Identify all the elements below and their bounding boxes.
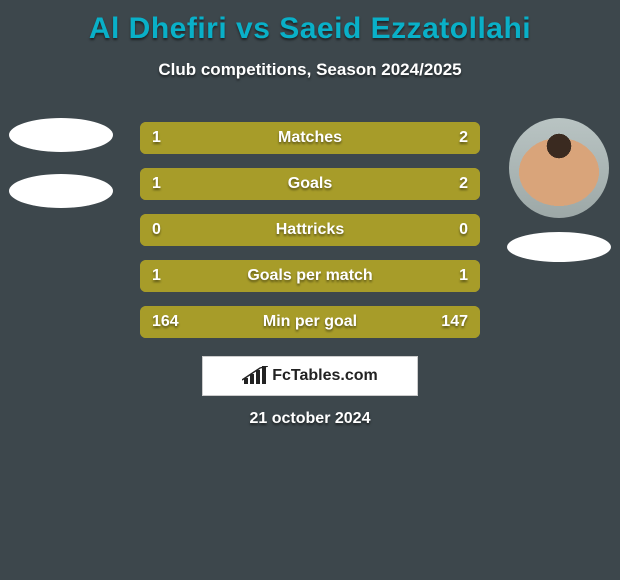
date-label: 21 october 2024 [0,410,620,428]
brand-badge: FcTables.com [202,356,418,396]
stat-row: 12Goals [140,168,480,200]
stat-label: Matches [140,122,480,154]
subtitle: Club competitions, Season 2024/2025 [0,60,620,80]
stat-label: Goals per match [140,260,480,292]
stat-label: Min per goal [140,306,480,338]
bar-chart-icon [242,366,268,386]
player-left-name-placeholder [9,174,113,208]
player-right-avatar [509,118,609,218]
stat-label: Hattricks [140,214,480,246]
player-left-column [6,118,116,208]
stats-list: 12Matches 12Goals 00Hattricks 11Goals per m… [140,122,480,338]
stat-row: 00Hattricks [140,214,480,246]
page-title: Al Dhefiri vs Saeid Ezzatollahi [0,0,620,46]
brand-text: FcTables.com [272,367,378,385]
player-photo [509,118,609,218]
stat-label: Goals [140,168,480,200]
comparison-card: Al Dhefiri vs Saeid Ezzatollahi Club com… [0,0,620,580]
stat-row: 12Matches [140,122,480,154]
player-right-column [504,118,614,262]
stat-row: 11Goals per match [140,260,480,292]
stat-row: 164147Min per goal [140,306,480,338]
player-left-avatar-placeholder [9,118,113,152]
player-right-name-placeholder [507,232,611,262]
